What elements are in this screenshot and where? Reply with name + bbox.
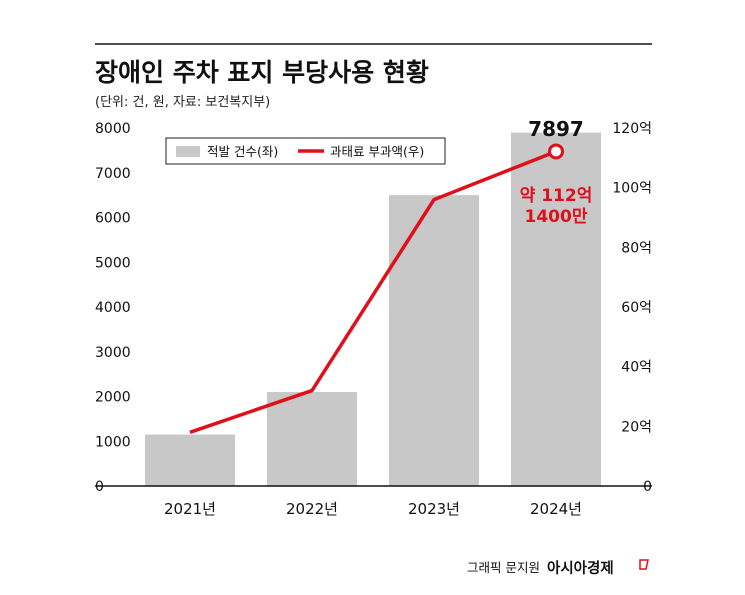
x-tick-label: 2021년 bbox=[164, 500, 216, 518]
bar bbox=[145, 434, 235, 486]
chart-title: 장애인 주차 표지 부당사용 현황 bbox=[95, 58, 429, 87]
right-axis-ticks: 0 20억 40억 60억 80억 100억 120억 bbox=[612, 121, 652, 495]
brand-mark-icon bbox=[639, 559, 649, 570]
right-tick-label: 120억 bbox=[612, 121, 652, 137]
right-tick-label: 20억 bbox=[621, 419, 652, 435]
line-value-label-2: 1400만 bbox=[525, 207, 588, 227]
left-tick-label: 0 bbox=[95, 479, 104, 495]
bar bbox=[511, 132, 601, 486]
left-tick-label: 2000 bbox=[95, 390, 131, 406]
right-tick-label: 60억 bbox=[621, 300, 652, 316]
right-tick-label: 0 bbox=[643, 479, 652, 495]
right-tick-label: 100억 bbox=[612, 181, 652, 197]
legend: 적발 건수(좌) 과태료 부과액(우) bbox=[165, 137, 446, 165]
line-value-label-1: 약 112억 bbox=[520, 185, 593, 206]
left-tick-label: 4000 bbox=[95, 300, 131, 316]
left-tick-label: 8000 bbox=[95, 121, 131, 137]
left-tick-label: 6000 bbox=[95, 211, 131, 227]
left-tick-label: 5000 bbox=[95, 255, 131, 271]
x-tick-label: 2024년 bbox=[530, 500, 582, 518]
line-end-point bbox=[548, 143, 564, 160]
bar bbox=[389, 195, 479, 486]
legend-line-label: 과태료 부과액(우) bbox=[330, 144, 424, 159]
left-tick-label: 7000 bbox=[95, 166, 131, 182]
right-tick-label: 40억 bbox=[621, 360, 652, 376]
bar bbox=[267, 392, 357, 486]
left-axis-ticks: 0 1000 2000 3000 4000 5000 6000 7000 8000 bbox=[95, 121, 131, 495]
series-line bbox=[189, 149, 557, 434]
chart-subtitle: (단위: 건, 원, 자료: 보건복지부) bbox=[95, 95, 270, 110]
left-tick-label: 1000 bbox=[95, 434, 131, 450]
legend-bar-swatch bbox=[176, 146, 200, 157]
legend-bar-label: 적발 건수(좌) bbox=[207, 144, 278, 159]
x-axis-labels: 2021년 2022년 2023년 2024년 bbox=[164, 500, 582, 518]
bar-series bbox=[145, 132, 601, 486]
bar-value-label: 7897 bbox=[528, 117, 584, 141]
left-tick-label: 3000 bbox=[95, 345, 131, 361]
line-series bbox=[189, 143, 564, 434]
x-tick-label: 2022년 bbox=[286, 500, 338, 518]
credit-text: 그래픽 문지원 bbox=[467, 560, 540, 575]
x-tick-label: 2023년 bbox=[408, 500, 460, 518]
credit-brand: 아시아경제 bbox=[547, 559, 614, 577]
right-tick-label: 80억 bbox=[621, 240, 652, 256]
